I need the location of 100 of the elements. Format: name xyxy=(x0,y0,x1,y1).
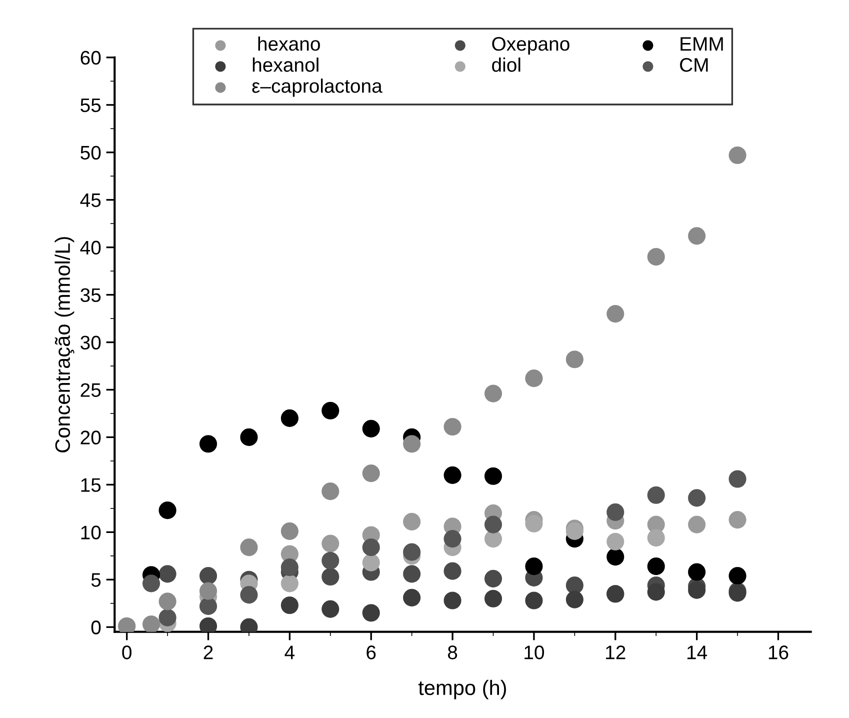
point xyxy=(688,489,706,507)
x-tick-label: 12 xyxy=(606,646,626,660)
point xyxy=(484,570,502,588)
y-axis-title: Concentração (mmol/L) xyxy=(54,237,74,452)
point xyxy=(322,568,340,586)
point xyxy=(322,600,340,618)
point xyxy=(566,576,584,594)
point xyxy=(158,608,176,626)
point xyxy=(688,227,706,245)
point xyxy=(199,567,218,585)
legend-label: hexano xyxy=(258,36,320,51)
point xyxy=(728,146,746,164)
legend-label: diol xyxy=(492,58,520,72)
point xyxy=(444,530,462,548)
point xyxy=(688,581,706,599)
point xyxy=(647,486,665,504)
point xyxy=(647,583,665,601)
point xyxy=(280,409,298,428)
point xyxy=(688,563,706,581)
y-tick-label: 55 xyxy=(80,98,101,112)
x-tick-label: 2 xyxy=(204,646,213,660)
point xyxy=(158,565,176,583)
x-tick-label: 10 xyxy=(524,646,544,660)
y-tick-label: 40 xyxy=(80,240,101,255)
legend-label: Oxepano xyxy=(492,37,570,55)
point xyxy=(362,604,380,622)
legend-label: CM xyxy=(680,58,708,72)
point xyxy=(322,482,340,500)
point xyxy=(728,511,746,529)
y-tick-label: 50 xyxy=(80,146,101,160)
y-tick-label: 25 xyxy=(80,383,101,397)
point xyxy=(280,522,298,540)
point xyxy=(362,538,380,556)
point xyxy=(484,590,502,608)
legend-label: hexanol xyxy=(252,58,318,72)
point xyxy=(322,402,340,420)
point xyxy=(606,548,624,566)
x-tick-label: 14 xyxy=(687,646,708,660)
y-tick-label: 15 xyxy=(81,478,101,492)
point xyxy=(728,567,746,585)
x-tick-label: 8 xyxy=(448,646,458,660)
point xyxy=(403,435,421,453)
point xyxy=(280,596,298,614)
x-axis-title: tempo (h) xyxy=(418,680,506,700)
point xyxy=(525,592,543,610)
point xyxy=(525,558,543,576)
point xyxy=(688,516,706,534)
point xyxy=(484,530,502,548)
point xyxy=(647,529,665,547)
point xyxy=(322,534,340,552)
point xyxy=(240,428,258,446)
point xyxy=(444,592,462,610)
point xyxy=(444,418,462,436)
x-tick-label: 16 xyxy=(768,646,788,660)
point xyxy=(158,502,176,520)
x-tick-label: 0 xyxy=(122,646,132,660)
y-tick-label: 35 xyxy=(80,288,101,302)
point xyxy=(606,503,624,521)
y-tick-label: 60 xyxy=(80,50,101,65)
point xyxy=(566,350,584,368)
point xyxy=(403,588,421,606)
point xyxy=(362,554,380,572)
point xyxy=(647,558,665,576)
point xyxy=(280,558,298,576)
point xyxy=(403,512,421,530)
point xyxy=(240,586,258,604)
point xyxy=(403,565,421,583)
legend-label: EMM xyxy=(680,37,723,51)
point xyxy=(525,514,543,532)
point xyxy=(606,532,624,550)
legend-label: ε–caprolactona xyxy=(252,78,382,97)
y-tick-label: 10 xyxy=(81,526,101,540)
point xyxy=(362,420,380,438)
y-tick-label: 20 xyxy=(80,430,101,444)
point xyxy=(444,562,462,580)
point xyxy=(403,543,421,561)
point xyxy=(158,592,176,610)
point xyxy=(647,248,665,266)
point xyxy=(484,516,502,534)
point xyxy=(142,574,160,592)
point xyxy=(199,435,218,453)
point xyxy=(199,582,218,600)
point xyxy=(199,597,218,615)
point xyxy=(322,552,340,570)
x-tick-label: 6 xyxy=(366,646,376,660)
point xyxy=(525,370,543,388)
point xyxy=(566,590,584,608)
point xyxy=(484,384,502,402)
point xyxy=(362,464,380,482)
y-tick-label: 45 xyxy=(80,194,101,208)
point xyxy=(142,615,160,632)
y-tick-label: 0 xyxy=(91,620,101,634)
x-tick-label: 4 xyxy=(284,646,295,660)
point xyxy=(240,538,258,556)
y-tick-label: 5 xyxy=(91,573,101,587)
point xyxy=(728,470,746,488)
y-tick-label: 30 xyxy=(80,336,101,350)
point xyxy=(444,466,462,484)
point xyxy=(280,574,298,592)
point xyxy=(484,467,502,485)
